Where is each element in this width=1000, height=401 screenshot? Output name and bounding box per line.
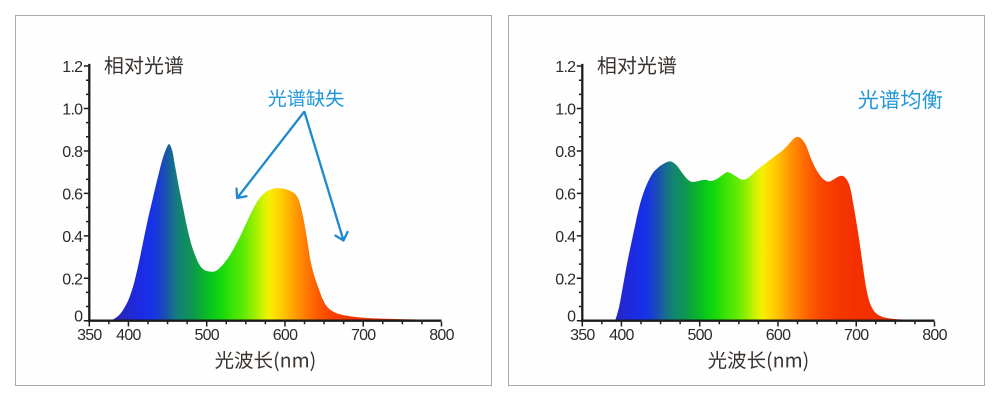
svg-text:0.2: 0.2 <box>555 271 576 288</box>
svg-text:800: 800 <box>429 327 454 344</box>
svg-text:0.6: 0.6 <box>555 186 576 203</box>
svg-text:700: 700 <box>351 327 376 344</box>
svg-text:800: 800 <box>922 327 947 344</box>
svg-text:0.8: 0.8 <box>555 144 576 161</box>
svg-text:0: 0 <box>567 309 576 326</box>
svg-text:0.4: 0.4 <box>62 229 83 246</box>
svg-text:600: 600 <box>766 327 791 344</box>
svg-text:1.2: 1.2 <box>555 59 576 76</box>
svg-text:350: 350 <box>77 327 102 344</box>
svg-text:0: 0 <box>74 309 83 326</box>
svg-text:400: 400 <box>116 327 141 344</box>
svg-text:0.8: 0.8 <box>62 144 83 161</box>
svg-text:1.2: 1.2 <box>62 59 83 76</box>
svg-text:0.4: 0.4 <box>555 229 576 246</box>
svg-text:1.0: 1.0 <box>555 102 576 119</box>
svg-text:0.2: 0.2 <box>62 271 83 288</box>
svg-text:1.0: 1.0 <box>62 102 83 119</box>
svg-text:350: 350 <box>570 327 595 344</box>
svg-text:500: 500 <box>687 327 712 344</box>
svg-text:400: 400 <box>609 327 634 344</box>
svg-text:700: 700 <box>844 327 869 344</box>
svg-text:500: 500 <box>194 327 219 344</box>
svg-text:600: 600 <box>273 327 298 344</box>
svg-text:0.6: 0.6 <box>62 186 83 203</box>
